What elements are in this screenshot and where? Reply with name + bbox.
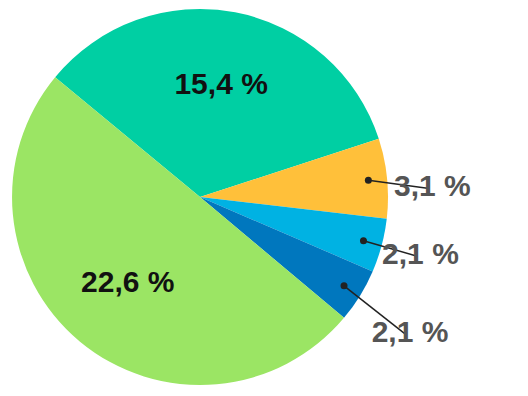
svg-text:2,1 %: 2,1 % (382, 237, 459, 270)
svg-text:15,4 %: 15,4 % (174, 67, 267, 100)
svg-text:22,6 %: 22,6 % (81, 265, 174, 298)
svg-text:2,1 %: 2,1 % (372, 315, 449, 348)
svg-text:3,1 %: 3,1 % (394, 169, 471, 202)
